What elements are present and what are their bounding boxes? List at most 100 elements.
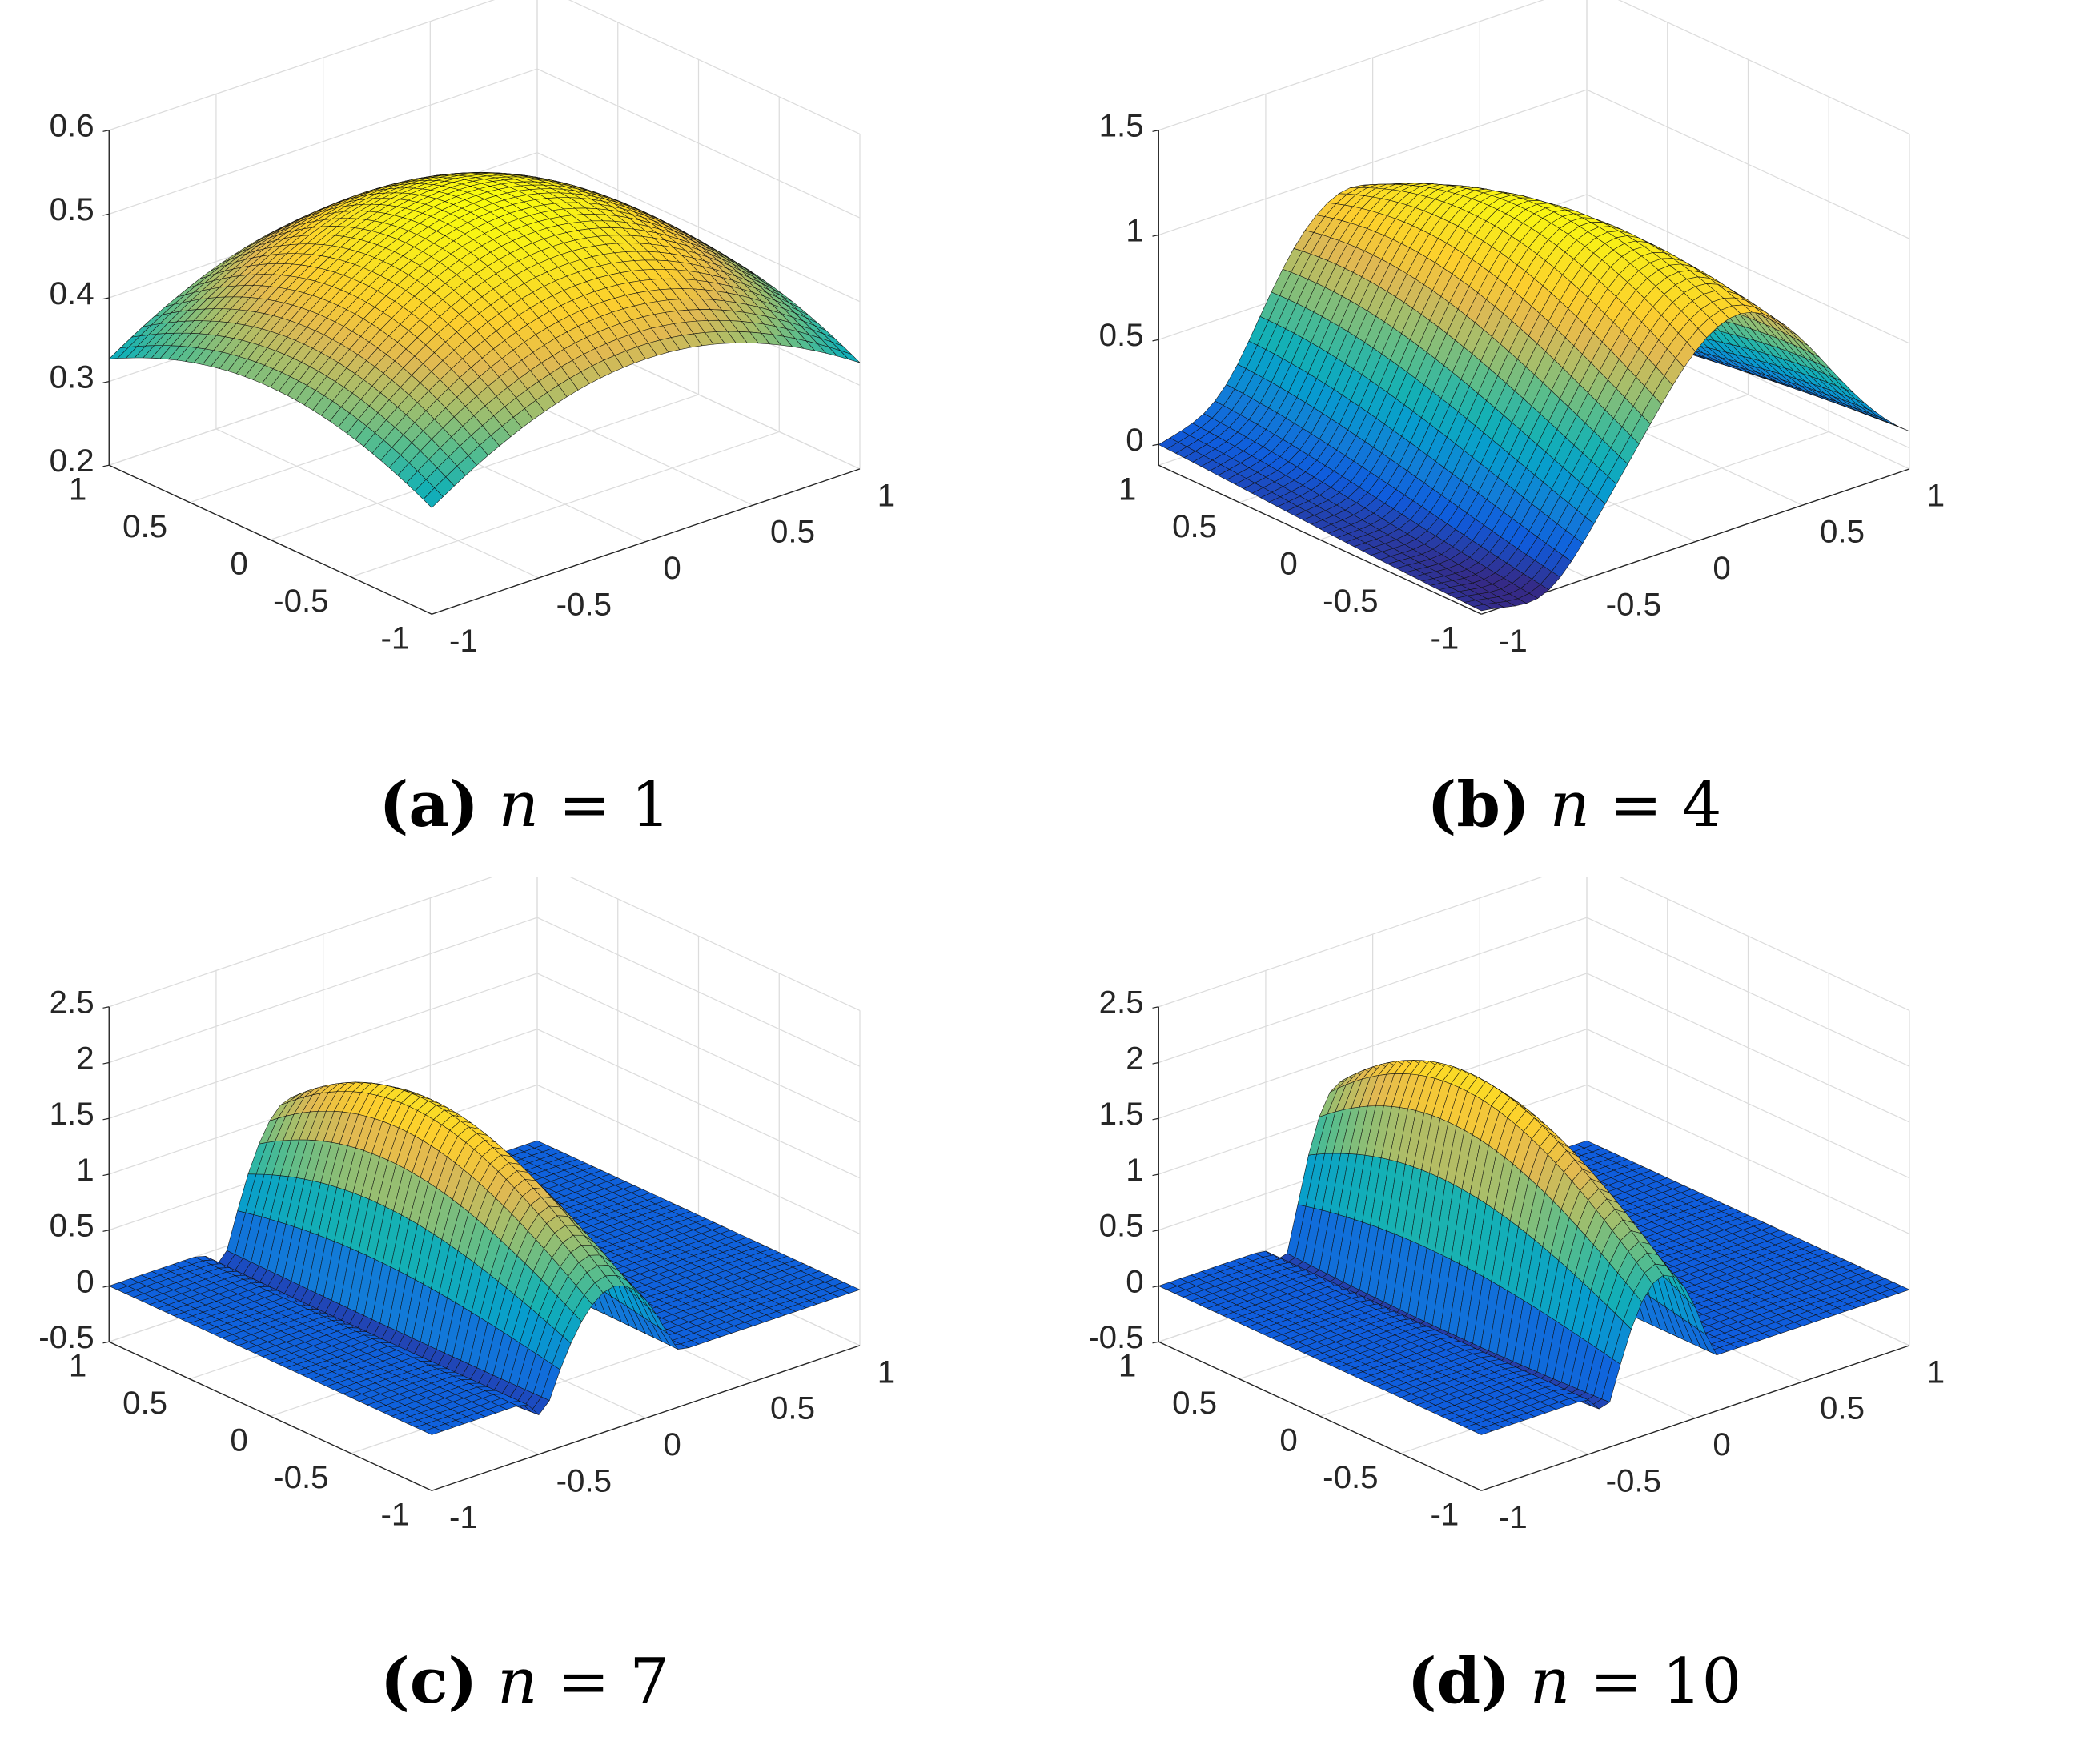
axes	[1158, 130, 1910, 615]
z-tick-mark	[1152, 443, 1159, 447]
x-axis-line	[1481, 1345, 1910, 1491]
x-axis-line	[432, 1345, 861, 1491]
surface-patch	[423, 487, 444, 508]
z-tick-label: 0.6	[50, 108, 94, 144]
z-tick-mark	[102, 1061, 110, 1065]
z-tick-mark	[102, 213, 110, 216]
caption-a: (a) n = 1	[0, 768, 1050, 841]
z-tick-mark	[1152, 130, 1159, 132]
x-tick-label: -1	[449, 1499, 478, 1535]
surface-plot-d: -0.500.511.522.5-1-0.500.51-1-0.500.51	[1088, 876, 1945, 1535]
z-tick-mark	[102, 1117, 110, 1121]
surface	[1158, 1060, 1910, 1435]
panel-d: -0.5 0 0.5 1 1.5 2 2.5 -1 -0.5 0 0.5 1 -1 -0.5 0 0.5 1 (…	[1050, 876, 2099, 1753]
z-tick-label: 0	[76, 1263, 94, 1299]
z-tick-mark	[102, 1006, 110, 1009]
surface-plot-a: 0.20.30.40.50.6-1-0.500.51-1-0.500.51	[50, 0, 896, 659]
x-tick-label: 0	[1713, 550, 1730, 586]
surface	[108, 1081, 861, 1435]
caption-value: 4	[1681, 769, 1722, 841]
z-tick-label: 1.5	[1099, 108, 1144, 144]
y-tick-label: 0.5	[122, 508, 167, 544]
y-axis-line	[1158, 1341, 1482, 1491]
y-tick-label: 0	[230, 546, 247, 582]
z-tick-mark	[102, 130, 110, 132]
panel-a: 0.2 0.3 0.4 0.5 0.6 -1 -0.5 0 0.5 1 -1 -0.5 0 0.5 1 (a…	[0, 0, 1050, 876]
caption-equals: =	[1609, 769, 1663, 841]
surface-plot-c: -0.500.511.522.5-1-0.500.51-1-0.500.51	[38, 876, 895, 1535]
z-tick-label: 2.5	[50, 985, 94, 1021]
caption-variable: n	[498, 769, 539, 841]
x-tick-label: 0.5	[1820, 514, 1865, 550]
z-tick-label: 0.5	[50, 1208, 94, 1244]
grid-line-z	[109, 973, 861, 1123]
caption-equals: =	[557, 1646, 610, 1718]
tick-labels: -0.500.511.522.5-1-0.500.51-1-0.500.51	[38, 985, 895, 1535]
x-tick-label: -1	[449, 623, 478, 659]
y-tick-label: -1	[381, 620, 410, 656]
y-axis-line	[108, 1341, 432, 1491]
z-tick-label: 1	[1126, 212, 1143, 248]
x-tick-label: -0.5	[556, 586, 612, 622]
surface-patch	[1878, 416, 1899, 427]
x-tick-label: 0	[663, 550, 681, 586]
y-tick-label: 0.5	[122, 1385, 167, 1421]
z-tick-mark	[1152, 234, 1159, 237]
z-tick-mark	[102, 1341, 110, 1344]
x-tick-label: 0.5	[770, 514, 815, 550]
z-tick-label: 0.5	[50, 191, 94, 227]
surface	[108, 172, 861, 508]
z-tick-mark	[1152, 339, 1159, 342]
caption-tag: (b)	[1427, 768, 1530, 841]
y-tick-label: 1	[1118, 471, 1136, 507]
plot-transform: 0.20.30.40.50.6-1-0.500.51-1-0.500.51	[50, 0, 896, 659]
caption-tag: (c)	[380, 1645, 478, 1718]
grid-line-z	[1158, 0, 1910, 134]
z-tick-mark	[102, 381, 110, 383]
x-tick-label: 1	[877, 477, 895, 513]
y-tick-label: 0	[1279, 546, 1297, 582]
grid-line-z	[109, 876, 861, 1011]
surface-patch	[423, 1427, 444, 1435]
grid-line-z	[109, 0, 861, 134]
y-tick-label: 0.5	[1172, 508, 1217, 544]
y-axis-line	[1158, 464, 1482, 615]
z-tick-label: 1.5	[50, 1096, 94, 1132]
grid-line-z	[109, 917, 861, 1067]
z-tick-label: -0.5	[38, 1319, 94, 1355]
grid-line-z	[1158, 917, 1910, 1067]
grid-line-y	[351, 431, 780, 578]
z-tick-mark	[102, 464, 110, 467]
surface-patch	[1472, 604, 1494, 612]
x-tick-label: -0.5	[1606, 586, 1661, 622]
tick-labels: 00.511.5-1-0.500.51-1-0.500.51	[1099, 108, 1945, 659]
caption-c: (c) n = 7	[0, 1645, 1050, 1718]
y-tick-label: -1	[1431, 620, 1460, 656]
caption-value: 7	[629, 1646, 669, 1718]
tick-labels: 0.20.30.40.50.6-1-0.500.51-1-0.500.51	[50, 108, 896, 659]
panel-c: -0.5 0 0.5 1 1.5 2 2.5 -1 -0.5 0 0.5 1 -1 -0.5 0 0.5 1 (…	[0, 876, 1050, 1753]
z-tick-mark	[102, 1285, 110, 1288]
z-tick-mark	[102, 1173, 110, 1177]
z-tick-label: 0.4	[50, 275, 94, 311]
surface	[1158, 183, 1910, 612]
plot-transform: -0.500.511.522.5-1-0.500.51-1-0.500.51	[38, 876, 895, 1535]
grid-line-z	[1158, 973, 1910, 1123]
y-tick-label: 0	[230, 1422, 247, 1458]
caption-equals: =	[558, 769, 612, 841]
caption-tag: (a)	[379, 768, 479, 841]
caption-b: (b) n = 4	[1050, 768, 2099, 841]
z-tick-mark	[102, 1230, 110, 1232]
x-tick-label: 1	[877, 1354, 895, 1390]
x-tick-label: -0.5	[556, 1462, 612, 1498]
z-tick-label: 0.3	[50, 359, 94, 395]
z-tick-mark	[102, 297, 110, 300]
z-tick-label: 2	[76, 1040, 94, 1076]
caption-variable: n	[1549, 769, 1590, 841]
x-tick-label: 0	[663, 1426, 681, 1462]
caption-value: 1	[630, 769, 671, 841]
caption-variable: n	[497, 1646, 538, 1718]
x-axis-line	[432, 468, 861, 615]
y-tick-label: -1	[381, 1497, 410, 1533]
